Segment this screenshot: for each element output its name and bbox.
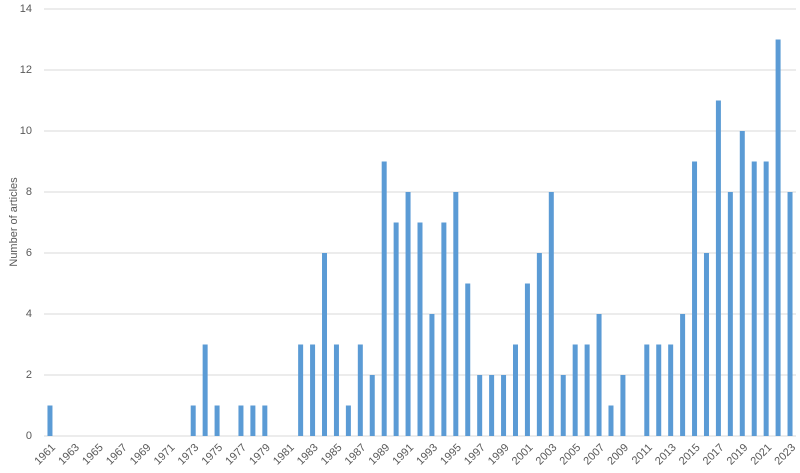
bar [739,131,745,436]
x-tick-label: 1971 [152,442,178,468]
bar [453,192,459,436]
bar [536,253,542,436]
bar [47,405,53,436]
bar [715,100,721,436]
x-tick-label: 1967 [104,442,130,468]
bar [345,405,351,436]
bar [584,344,590,436]
x-tick-label: 1961 [32,442,58,468]
bar [477,375,483,436]
y-tick-label: 14 [20,3,32,15]
bar [548,192,554,436]
x-tick-label: 2015 [677,442,703,468]
bar [429,314,435,436]
bar [656,344,662,436]
x-tick-label: 1991 [390,442,416,468]
bar [357,344,363,436]
bar [262,405,268,436]
bar [775,39,781,436]
bar [310,344,316,436]
x-tick-label: 2011 [630,442,655,467]
bar [572,344,578,436]
bar [369,375,375,436]
bar [441,222,447,436]
bar [751,161,757,436]
bar [405,192,411,436]
y-axis-label: Number of articles [8,177,20,267]
x-tick-label: 2013 [653,442,679,468]
y-tick-label: 12 [20,64,32,76]
bar [465,283,471,436]
bar [202,344,208,436]
x-tick-label: 1995 [438,442,464,468]
bar [644,344,650,436]
x-tick-label: 1997 [462,442,488,468]
x-tick-label: 1989 [367,442,393,468]
x-tick-label: 1973 [176,442,202,468]
x-tick-label: 2001 [510,442,536,468]
x-tick-label: 1993 [414,442,440,468]
bar [298,344,304,436]
bar [596,314,602,436]
bar [620,375,626,436]
x-tick-label: 2017 [701,442,727,468]
bar [322,253,328,436]
bar [703,253,709,436]
x-tick-label: 1987 [343,442,369,468]
x-tick-label: 1999 [486,442,512,468]
x-tick-label: 1963 [56,442,82,468]
x-tick-label: 2019 [725,442,751,468]
bar [512,344,518,436]
y-tick-label: 2 [26,369,32,381]
bar [250,405,256,436]
x-tick-label: 2005 [558,442,584,468]
bar [668,344,674,436]
x-tick-label: 2007 [581,442,607,468]
bar [608,405,614,436]
x-tick-label: 2023 [772,442,798,468]
bar [680,314,686,436]
bar [214,405,220,436]
x-tick-label: 2009 [605,442,631,468]
bar [763,161,769,436]
x-tick-label: 2021 [749,442,775,468]
x-tick-label: 1981 [271,442,297,468]
bar [393,222,399,436]
bar [727,192,733,436]
bar [524,283,530,436]
bar [381,161,387,436]
x-tick-label: 1965 [80,442,106,468]
y-tick-label: 10 [20,125,32,137]
y-tick-label: 6 [26,247,32,259]
x-tick-label: 1977 [223,442,249,468]
x-tick-label: 1985 [319,442,345,468]
bar [692,161,698,436]
x-tick-label: 2003 [534,442,560,468]
bar [238,405,244,436]
bar [190,405,196,436]
y-tick-label: 0 [26,430,32,442]
bar [787,192,793,436]
x-tick-label: 1975 [199,442,225,468]
bar [560,375,566,436]
x-tick-label: 1969 [128,442,154,468]
x-tick-label: 1983 [295,442,321,468]
bar [417,222,423,436]
y-tick-label: 4 [26,308,32,320]
bar [333,344,339,436]
bar [489,375,495,436]
y-tick-label: 8 [26,186,32,198]
x-tick-label: 1979 [247,442,273,468]
bar [501,375,507,436]
